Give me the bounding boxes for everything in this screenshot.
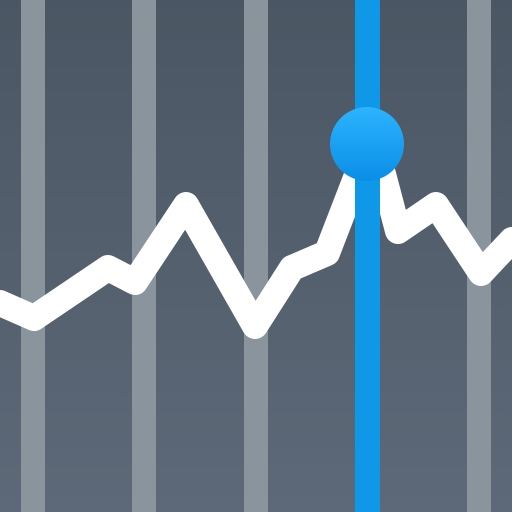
gridline-1	[21, 0, 45, 512]
cursor-line	[355, 0, 380, 512]
series-line	[0, 161, 512, 339]
gridline-3	[244, 0, 268, 512]
cursor-dot	[330, 107, 404, 181]
